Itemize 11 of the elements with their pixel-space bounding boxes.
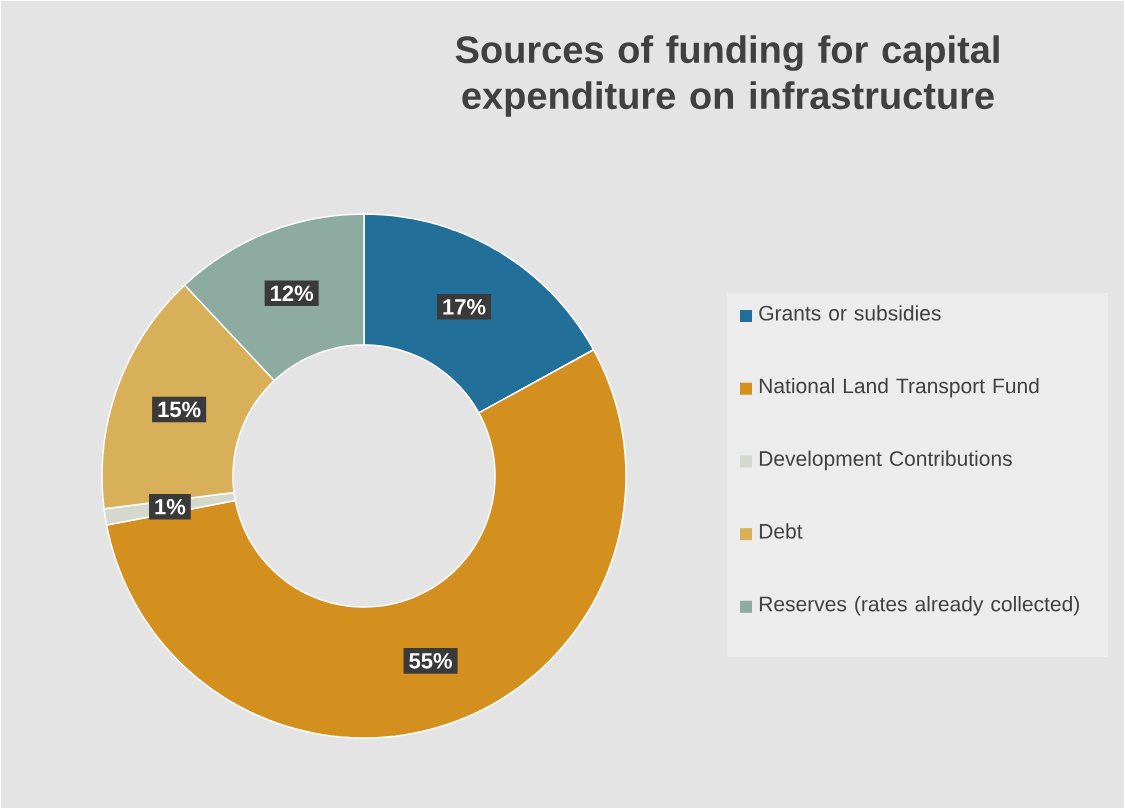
legend-label: Grants or subsidies (759, 305, 941, 321)
legend-label: Reserves (rates already collected) (759, 596, 1079, 616)
legend-label: Development Contributions (759, 450, 1012, 471)
data-label: 12% (271, 285, 314, 302)
data-label: 1% (155, 499, 186, 515)
data-label: 17% (443, 299, 486, 315)
data-label: 55% (409, 653, 452, 669)
data-label: 15% (158, 401, 201, 418)
legend-label: Debt (759, 523, 803, 539)
legend-label: National Land Transport Fund (759, 377, 1039, 398)
chart-title: Sources of funding for capital expenditure on infrastructure (455, 35, 999, 117)
